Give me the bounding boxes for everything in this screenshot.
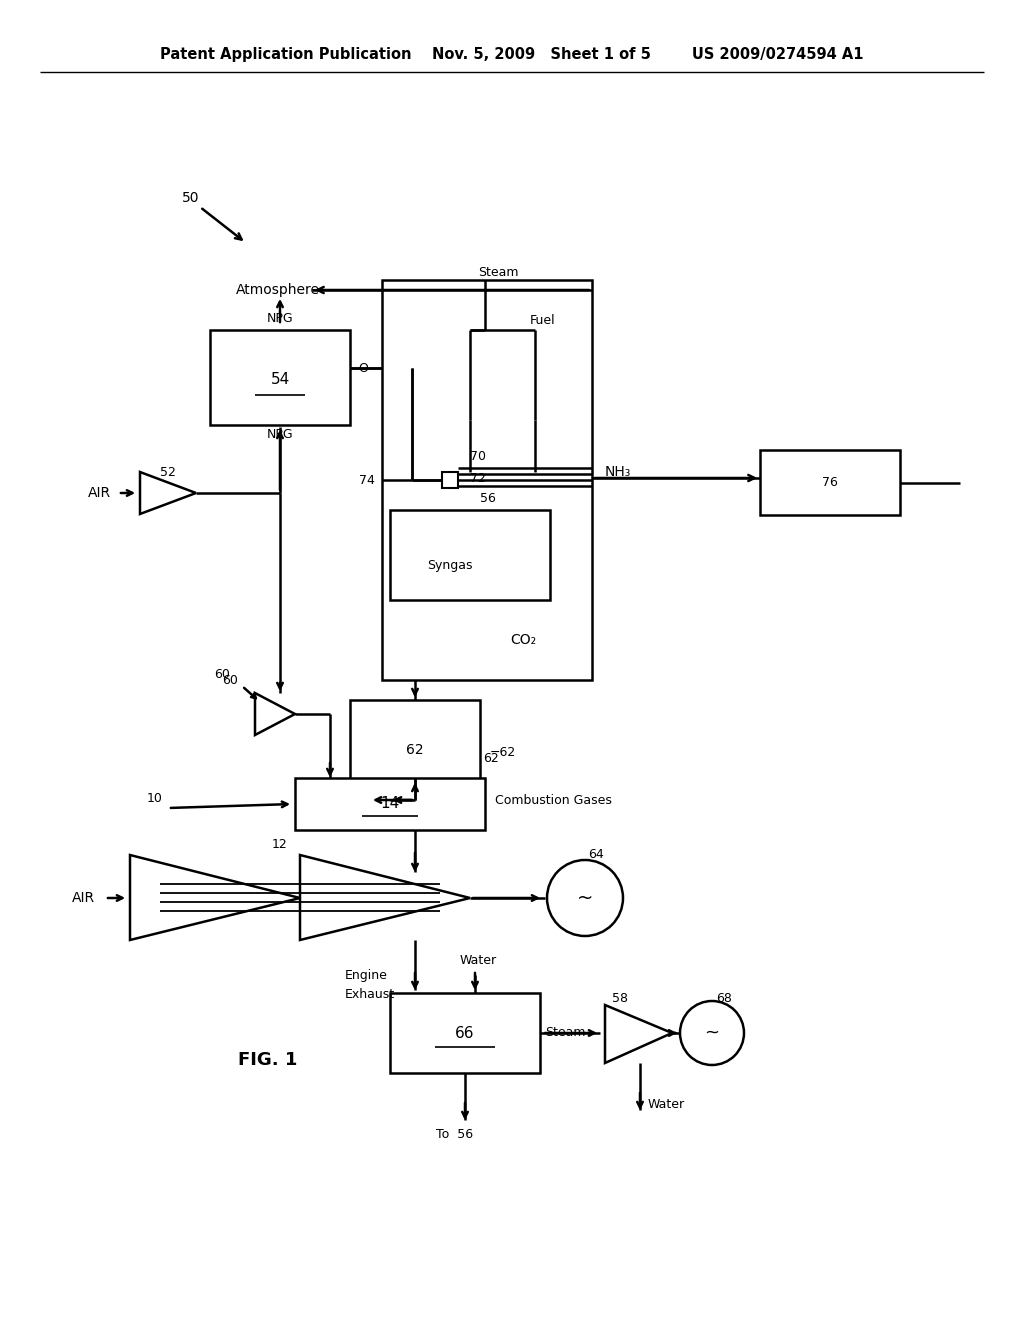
Text: ~: ~ <box>577 888 593 908</box>
Text: Exhaust: Exhaust <box>345 989 395 1002</box>
Text: FIG. 1: FIG. 1 <box>239 1051 298 1069</box>
Bar <box>442 473 458 488</box>
Text: 50: 50 <box>182 191 200 205</box>
Text: Combustion Gases: Combustion Gases <box>495 793 612 807</box>
Text: Engine: Engine <box>345 969 388 982</box>
Polygon shape <box>130 855 300 940</box>
Bar <box>210 330 350 425</box>
Bar <box>350 700 480 800</box>
Bar <box>295 777 485 830</box>
Text: Syngas: Syngas <box>427 558 473 572</box>
Text: ~: ~ <box>705 1024 720 1041</box>
Text: −62: −62 <box>490 746 516 759</box>
Text: Fuel: Fuel <box>530 314 556 326</box>
Bar <box>390 993 540 1073</box>
Text: 56: 56 <box>480 491 496 504</box>
Bar <box>390 510 550 601</box>
Text: 76: 76 <box>822 477 838 490</box>
Text: 62: 62 <box>407 743 424 756</box>
Text: NPG: NPG <box>266 312 293 325</box>
Text: AIR: AIR <box>72 891 95 906</box>
Polygon shape <box>605 1005 672 1063</box>
Text: 66: 66 <box>456 1026 475 1040</box>
Text: 54: 54 <box>270 372 290 388</box>
Text: 10: 10 <box>147 792 163 804</box>
Text: 68: 68 <box>716 991 732 1005</box>
Text: 14: 14 <box>380 796 399 812</box>
Polygon shape <box>300 855 470 940</box>
Text: 60: 60 <box>222 673 238 686</box>
Text: Steam: Steam <box>545 1027 586 1040</box>
Circle shape <box>547 861 623 936</box>
Text: O: O <box>358 362 368 375</box>
Text: 70: 70 <box>470 450 486 463</box>
Text: Patent Application Publication    Nov. 5, 2009   Sheet 1 of 5        US 2009/027: Patent Application Publication Nov. 5, 2… <box>160 48 864 62</box>
Text: Water: Water <box>648 1098 685 1111</box>
Text: Atmosphere: Atmosphere <box>236 282 319 297</box>
Text: AIR: AIR <box>88 486 112 500</box>
Text: 74: 74 <box>359 474 375 487</box>
Bar <box>382 280 592 680</box>
Text: NH₃: NH₃ <box>605 465 632 479</box>
Text: CO₂: CO₂ <box>510 634 537 647</box>
Text: 60: 60 <box>214 668 230 681</box>
Text: 52: 52 <box>160 466 176 479</box>
Text: 62: 62 <box>483 751 499 764</box>
Polygon shape <box>140 473 196 513</box>
Text: To  56: To 56 <box>436 1129 473 1142</box>
Text: Water: Water <box>460 953 497 966</box>
Text: NPG: NPG <box>266 429 293 441</box>
Text: 58: 58 <box>612 991 628 1005</box>
Polygon shape <box>255 693 295 735</box>
Text: 64: 64 <box>588 849 604 862</box>
Text: 12: 12 <box>272 838 288 851</box>
Text: Steam: Steam <box>478 265 518 279</box>
Bar <box>760 450 900 515</box>
Circle shape <box>680 1001 744 1065</box>
Text: 72: 72 <box>470 471 485 484</box>
